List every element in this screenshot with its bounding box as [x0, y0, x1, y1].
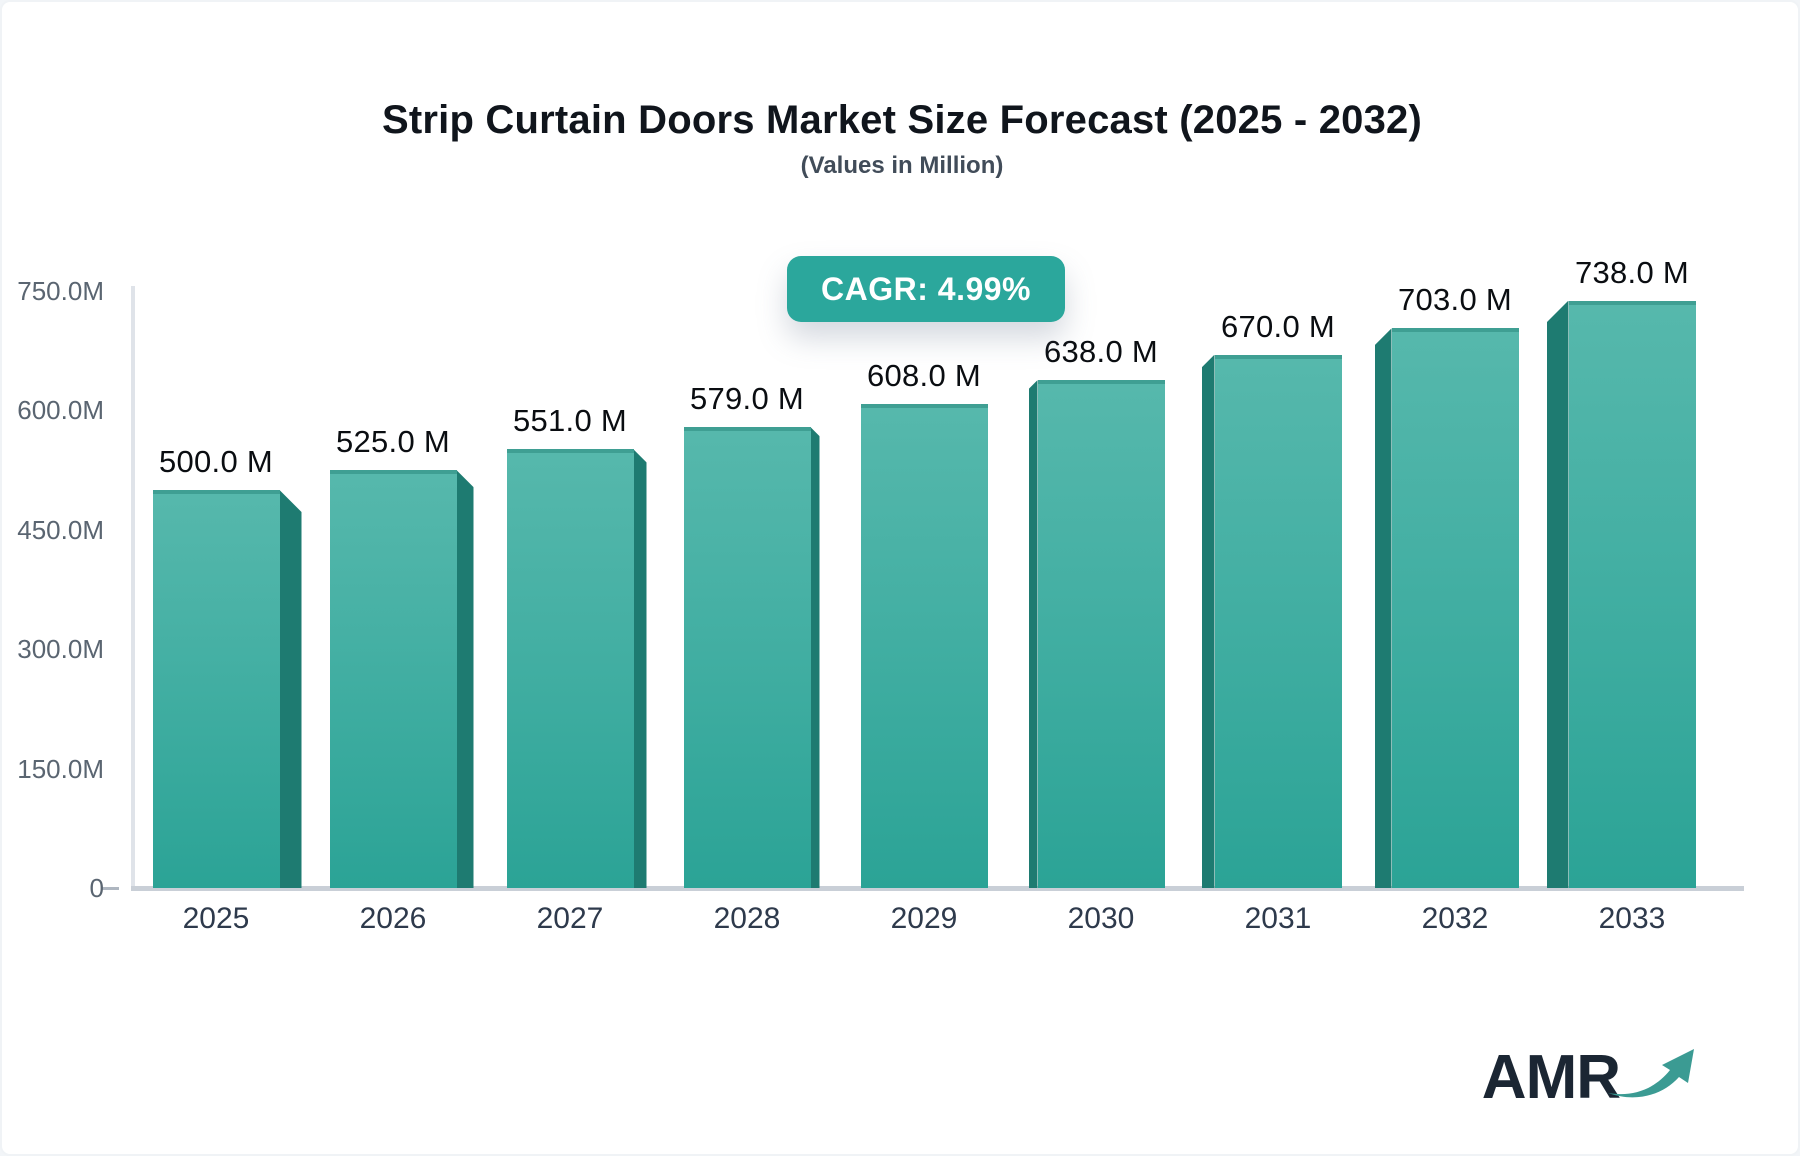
x-axis-label-2027: 2027	[536, 902, 604, 935]
x-axis-line	[131, 886, 1744, 891]
y-axis-label-0: 0	[89, 873, 104, 903]
bar-2026	[329, 470, 457, 888]
bar-2033	[1568, 300, 1696, 888]
x-axis-label-2026: 2026	[359, 902, 427, 935]
chart-subtitle: (Values in Million)	[800, 152, 1004, 179]
bar-value-label-2033: 738.0 M	[1574, 254, 1690, 290]
chart-title: Strip Curtain Doors Market Size Forecast…	[381, 98, 1423, 142]
bar-value-label-2028: 579.0 M	[689, 381, 805, 417]
amr-logo: AMR	[1481, 1037, 1698, 1112]
bar-value-label-2032: 703.0 M	[1397, 282, 1513, 318]
bar-2032	[1391, 328, 1519, 888]
x-axis-label-2028: 2028	[713, 902, 781, 935]
x-axis-label-2025: 2025	[182, 902, 250, 935]
bar-side-2025	[279, 490, 302, 888]
x-axis-label-2029: 2029	[890, 902, 958, 935]
bar-side-2027	[633, 449, 647, 888]
cagr-badge: CAGR: 4.99%	[787, 256, 1065, 322]
x-axis-label-2030: 2030	[1067, 902, 1135, 935]
x-axis-label-2033: 2033	[1598, 902, 1666, 935]
bar-side-2031	[1201, 354, 1215, 888]
y-axis-label-300: 300.0M	[17, 634, 104, 665]
bar-value-label-2030: 638.0 M	[1043, 334, 1159, 370]
y-axis-label-750: 750.0M	[17, 276, 104, 306]
trend-up-arrow-icon	[1606, 1037, 1698, 1104]
bar-value-label-2025: 500.0 M	[158, 444, 274, 479]
bar-value-label-2026: 525.0 M	[335, 424, 451, 460]
bar-side-2028	[810, 427, 820, 888]
bar-value-label-2027: 551.0 M	[512, 403, 628, 439]
x-axis-label-2032: 2032	[1421, 902, 1489, 935]
bar-value-label-2031: 670.0 M	[1220, 308, 1336, 344]
bar-2028	[683, 427, 811, 888]
bar-2030	[1037, 380, 1165, 888]
x-axis-label-2031: 2031	[1244, 902, 1312, 935]
y-axis-label-600: 600.0M	[17, 395, 104, 426]
y-axis-label-450: 450.0M	[17, 514, 104, 545]
bar-2025	[152, 490, 280, 888]
y-axis-line	[131, 286, 135, 888]
bar-side-2026	[456, 470, 474, 888]
bar-side-2030	[1028, 380, 1038, 888]
bar-2027	[506, 449, 634, 888]
y-axis-label-150: 150.0M	[17, 753, 104, 784]
bar-2029	[860, 404, 988, 888]
bar-2031	[1214, 354, 1342, 888]
bar-value-label-2029: 608.0 M	[866, 358, 982, 394]
bar-side-2033	[1546, 300, 1569, 888]
y-axis-zero-tick	[102, 887, 119, 890]
amr-logo-text: AMR	[1481, 1043, 1621, 1112]
bar-side-2032	[1374, 328, 1392, 888]
